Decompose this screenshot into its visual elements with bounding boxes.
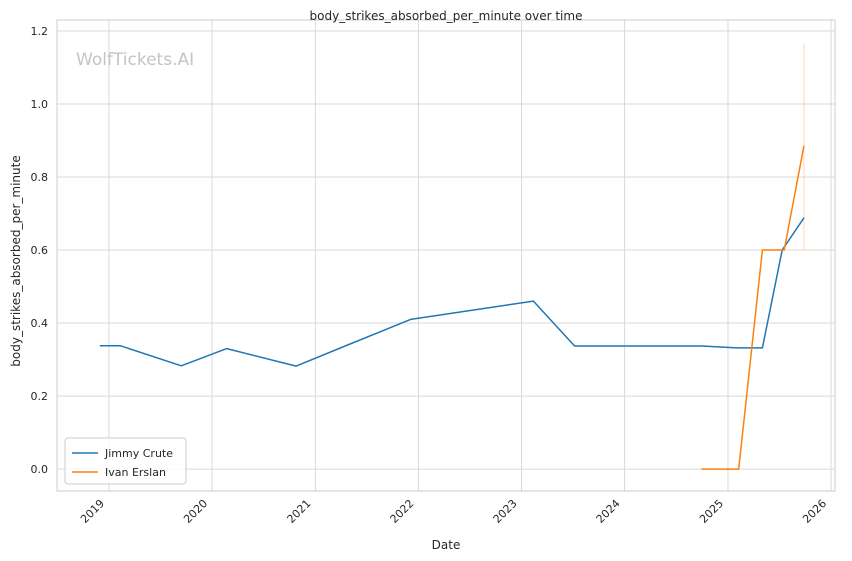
data-point-jimmy-crute	[346, 344, 349, 346]
data-point-jimmy-crute	[119, 345, 121, 347]
watermark: WolfTickets.AI	[76, 50, 194, 70]
data-point-ivan-erslan	[761, 249, 764, 251]
x-tick-label: 2025	[697, 497, 726, 526]
data-point-jimmy-crute	[180, 365, 182, 367]
series-line-jimmy-crute	[100, 217, 805, 367]
x-tick-label: 2021	[285, 497, 314, 526]
y-tick-label: 0.8	[31, 171, 49, 184]
y-tick-labels: 0.0 0.2 0.4 0.6 0.8 1.0 1.2	[31, 25, 49, 476]
legend-label-jimmy-crute: Jimmy Crute	[104, 447, 173, 460]
x-tick-label: 2019	[78, 497, 107, 526]
data-point-ivan-erslan	[701, 468, 703, 470]
x-tick-labels: 2019 2020 2021 2022 2023 2024 2025 2026	[78, 497, 829, 526]
data-point-ivan-erslan	[803, 145, 805, 147]
x-axis-label: Date	[432, 538, 461, 552]
plot-area-border	[56, 19, 836, 492]
data-point-jimmy-crute	[803, 217, 805, 219]
y-tick-label: 0.6	[31, 244, 49, 257]
data-point-jimmy-crute	[226, 348, 228, 350]
legend-label-ivan-erslan: Ivan Erslan	[105, 466, 166, 479]
data-point-jimmy-crute	[574, 345, 576, 347]
data-point-jimmy-crute	[701, 345, 703, 347]
data-point-ivan-erslan	[783, 249, 785, 251]
data-point-jimmy-crute	[532, 300, 535, 302]
series-layer	[99, 43, 805, 470]
series-line-ivan-erslan	[702, 145, 805, 470]
x-tick-label: 2024	[594, 497, 623, 526]
data-point-jimmy-crute	[295, 365, 297, 367]
data-point-jimmy-crute	[736, 347, 738, 349]
x-tick-label: 2020	[181, 497, 210, 526]
x-tick-label: 2022	[388, 497, 417, 526]
y-tick-label: 1.0	[31, 98, 49, 111]
grid	[57, 20, 835, 491]
x-tick-label: 2023	[491, 497, 520, 526]
data-point-ivan-erslan	[738, 468, 740, 470]
data-point-jimmy-crute	[761, 347, 764, 349]
legend: Jimmy Crute Ivan Erslan	[64, 437, 187, 485]
y-tick-label: 0.4	[31, 317, 49, 330]
data-point-jimmy-crute	[409, 318, 412, 320]
chart-title: body_strikes_absorbed_per_minute over ti…	[310, 9, 583, 23]
y-tick-label: 0.2	[31, 390, 49, 403]
y-axis-label: body_strikes_absorbed_per_minute	[9, 155, 23, 366]
y-tick-label: 1.2	[31, 25, 49, 38]
data-point-jimmy-crute	[99, 345, 101, 347]
y-tick-label: 0.0	[31, 463, 49, 476]
x-tick-label: 2026	[800, 497, 829, 526]
